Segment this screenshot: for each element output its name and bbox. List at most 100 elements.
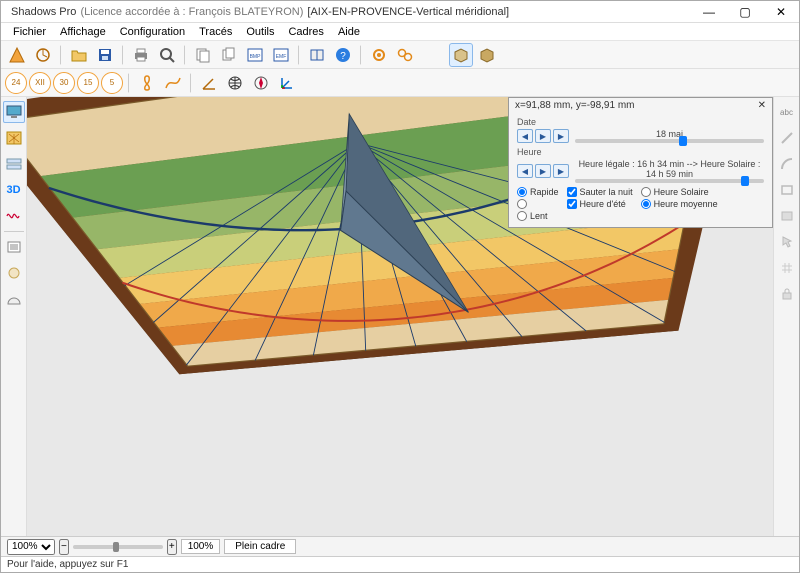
angle-icon[interactable] <box>197 71 221 95</box>
menu-traces[interactable]: Tracés <box>193 24 238 40</box>
select-tool-icon[interactable] <box>776 231 798 253</box>
help-icon[interactable]: ? <box>331 43 355 67</box>
svg-text:BMP: BMP <box>250 54 262 60</box>
save-icon[interactable] <box>93 43 117 67</box>
open-icon[interactable] <box>67 43 91 67</box>
line-tool-icon[interactable] <box>776 127 798 149</box>
zoom-left-select[interactable]: 100% <box>7 539 55 555</box>
canvas[interactable]: x=91,88 mm, y=-98,91 mm ✕ Date ◀ ▶ ▶ 18 … <box>27 97 773 536</box>
statusbar: 100% − + 100% Plein cadre <box>1 536 799 556</box>
zoom-out-button[interactable]: − <box>59 539 69 555</box>
rail-protractor-icon[interactable] <box>3 288 25 310</box>
menu-outils[interactable]: Outils <box>240 24 280 40</box>
hintbar: Pour l'aide, appuyez sur F1 <box>1 556 799 572</box>
hours-24[interactable]: 24 <box>5 72 27 94</box>
hours-30[interactable]: 30 <box>53 72 75 94</box>
separator <box>298 45 300 65</box>
menu-cadres[interactable]: Cadres <box>282 24 329 40</box>
rail-3d-label[interactable]: 3D <box>3 179 25 201</box>
menu-affichage[interactable]: Affichage <box>54 24 112 40</box>
hours-15[interactable]: 15 <box>77 72 99 94</box>
left-rail: 3D <box>1 97 27 536</box>
speed-inter[interactable] <box>517 199 559 209</box>
arc-tool-icon[interactable] <box>776 153 798 175</box>
maximize-button[interactable]: ▢ <box>727 1 763 23</box>
rail-dial-icon[interactable] <box>3 127 25 149</box>
new-dial2-icon[interactable] <box>31 43 55 67</box>
box-alt-icon[interactable] <box>475 43 499 67</box>
title-license: (Licence accordée à : François BLATEYRON… <box>80 6 303 18</box>
date-play-icon[interactable]: ▶ <box>535 129 551 143</box>
rb-heure-moyenne[interactable]: Heure moyenne <box>641 199 718 209</box>
filled-rect-icon[interactable] <box>776 205 798 227</box>
svg-text:?: ? <box>340 51 346 62</box>
cb-sauter-nuit[interactable]: Sauter la nuit <box>567 187 633 197</box>
toolbar-main: BMP EMF ? <box>1 41 799 69</box>
separator <box>128 73 130 93</box>
hour-prev-fast-icon[interactable]: ◀ <box>517 164 533 178</box>
curve-icon[interactable] <box>161 71 185 95</box>
hours-XII[interactable]: XII <box>29 72 51 94</box>
rb-heure-solaire[interactable]: Heure Solaire <box>641 187 718 197</box>
rb-moyenne-label: Heure moyenne <box>654 199 718 209</box>
box-view-icon[interactable] <box>449 43 473 67</box>
globe-icon[interactable] <box>223 71 247 95</box>
menu-configuration[interactable]: Configuration <box>114 24 191 40</box>
cb-sauter-label: Sauter la nuit <box>580 187 633 197</box>
rb-solaire-label: Heure Solaire <box>654 187 709 197</box>
minimize-button[interactable]: — <box>691 1 727 23</box>
date-time-panel: x=91,88 mm, y=-98,91 mm ✕ Date ◀ ▶ ▶ 18 … <box>508 97 773 228</box>
hint-text: Pour l'aide, appuyez sur F1 <box>7 559 128 570</box>
rail-monitor-icon[interactable] <box>3 101 25 123</box>
rail-layers-icon[interactable] <box>3 153 25 175</box>
rail-list-icon[interactable] <box>3 236 25 258</box>
copy-stack-icon[interactable] <box>217 43 241 67</box>
compass-icon[interactable] <box>249 71 273 95</box>
zoom-in-button[interactable]: + <box>167 539 177 555</box>
separator <box>122 45 124 65</box>
rail-wave-icon[interactable] <box>3 205 25 227</box>
new-sundial-icon[interactable] <box>5 43 29 67</box>
panel-close-icon[interactable]: ✕ <box>758 100 766 111</box>
speed-lent-label: Lent <box>530 211 548 221</box>
toolbar-secondary: 24 XII 30 15 5 <box>1 69 799 97</box>
copy-icon[interactable] <box>191 43 215 67</box>
export-bmp-icon[interactable]: BMP <box>243 43 267 67</box>
text-tool-icon[interactable]: abc <box>776 101 798 123</box>
hour-play-icon[interactable]: ▶ <box>535 164 551 178</box>
panel-hour-label: Heure <box>517 147 764 157</box>
rail-circle-icon[interactable] <box>3 262 25 284</box>
hours-5[interactable]: 5 <box>101 72 123 94</box>
fit-button[interactable]: Plein cadre <box>224 539 296 554</box>
date-prev-fast-icon[interactable]: ◀ <box>517 129 533 143</box>
close-button[interactable]: ✕ <box>763 1 799 23</box>
title-doc: [AIX-EN-PROVENCE-Vertical méridional] <box>307 6 509 18</box>
date-slider[interactable] <box>575 139 764 143</box>
lock-tool-icon[interactable] <box>776 283 798 305</box>
workspace: 3D x=91,88 mm, y=-98,91 mm ✕ Date ◀ <box>1 97 799 536</box>
grid-tool-icon[interactable] <box>776 257 798 279</box>
menubar: Fichier Affichage Configuration Tracés O… <box>1 23 799 41</box>
zoom-right-value: 100% <box>181 539 221 554</box>
print-icon[interactable] <box>129 43 153 67</box>
zoom-slider[interactable] <box>73 545 163 549</box>
speed-lent[interactable]: Lent <box>517 211 559 221</box>
speed-rapide[interactable]: Rapide <box>517 187 559 197</box>
separator <box>360 45 362 65</box>
axes-icon[interactable] <box>275 71 299 95</box>
cb-ete-label: Heure d'été <box>580 199 626 209</box>
export-emf-icon[interactable]: EMF <box>269 43 293 67</box>
cb-heure-ete[interactable]: Heure d'été <box>567 199 633 209</box>
analemma-icon[interactable] <box>135 71 159 95</box>
menu-fichier[interactable]: Fichier <box>7 24 52 40</box>
menu-aide[interactable]: Aide <box>332 24 366 40</box>
book-icon[interactable] <box>305 43 329 67</box>
hour-slider[interactable] <box>575 179 764 183</box>
svg-text:EMF: EMF <box>276 54 287 60</box>
gear-icon[interactable] <box>367 43 391 67</box>
hour-next-fast-icon[interactable]: ▶ <box>553 164 569 178</box>
rect-tool-icon[interactable] <box>776 179 798 201</box>
date-next-fast-icon[interactable]: ▶ <box>553 129 569 143</box>
preview-icon[interactable] <box>155 43 179 67</box>
gear2-icon[interactable] <box>393 43 417 67</box>
